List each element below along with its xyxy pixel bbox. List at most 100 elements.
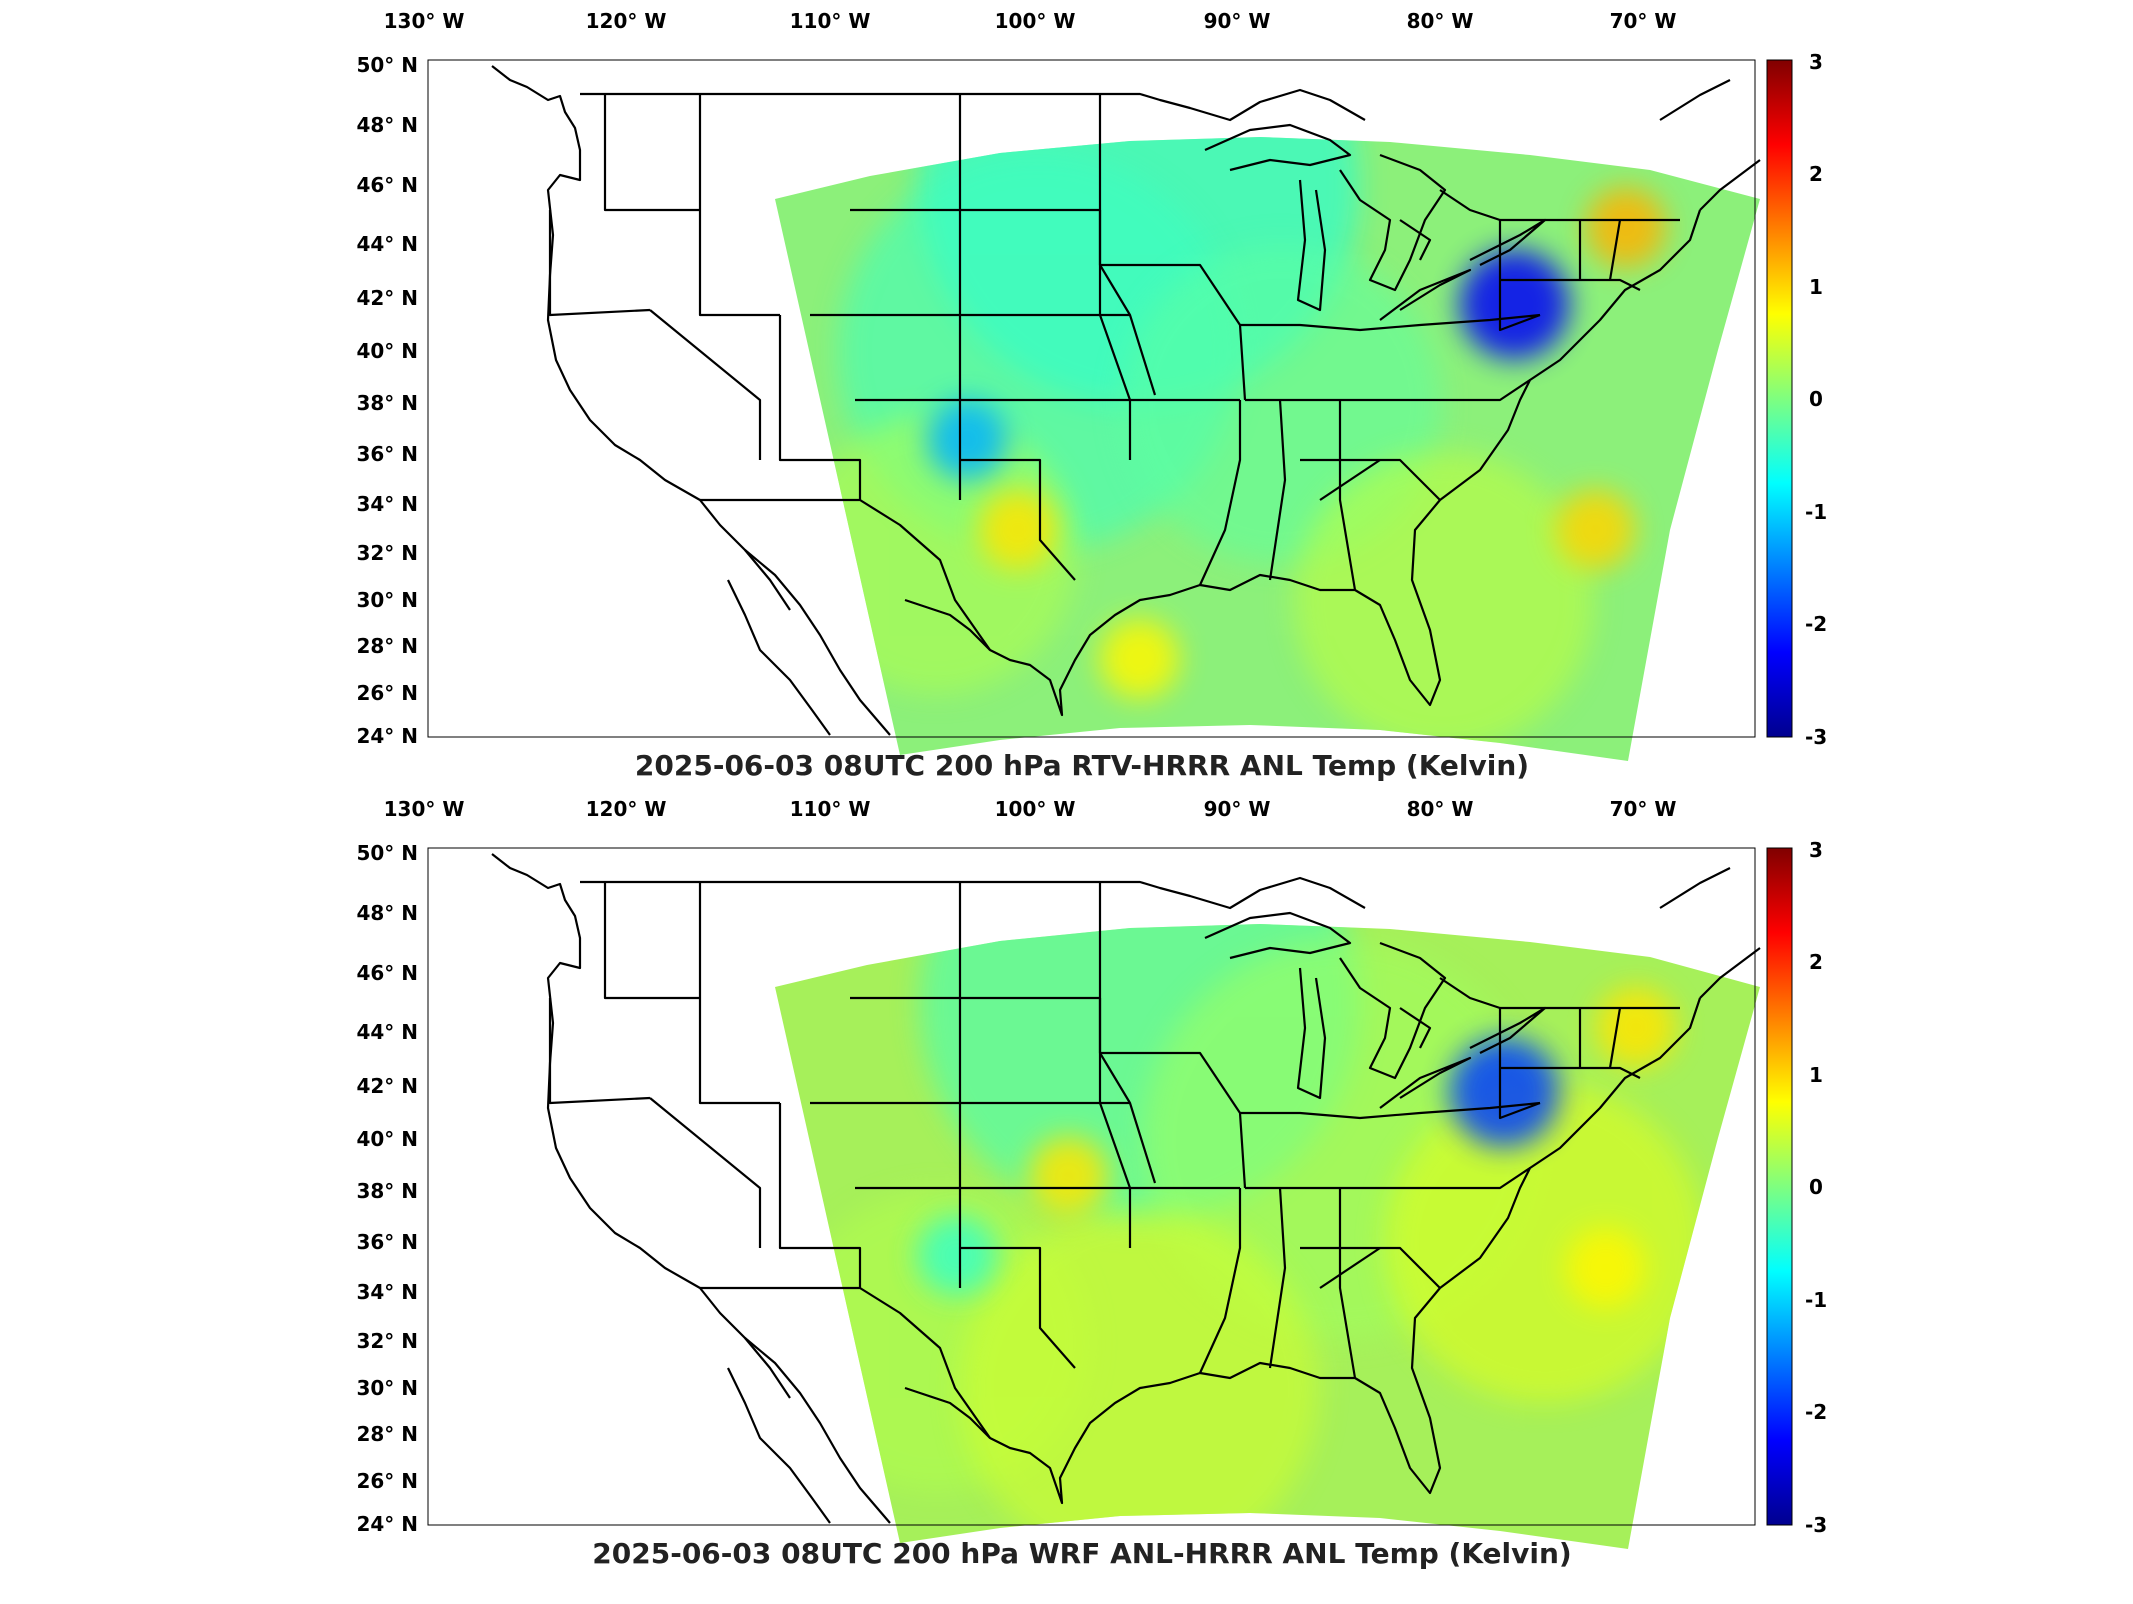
- boundary-line: [1339, 153, 1447, 292]
- boundary-line: [700, 498, 991, 651]
- boundary-line: [1608, 219, 1622, 281]
- lat-tick: 46° N: [356, 173, 418, 197]
- colorbar-tick: 0: [1809, 387, 1823, 411]
- lon-tick: 130° W: [384, 797, 465, 821]
- anomaly-blob: [977, 489, 1058, 570]
- anomaly-tint: [1293, 451, 1594, 751]
- colorbar-tick: -2: [1805, 1400, 1827, 1424]
- colorbar: 3 2 1 0 -1 -2 -3: [1766, 50, 1827, 749]
- lat-tick: 30° N: [356, 1376, 418, 1400]
- boundary-line: [1296, 179, 1327, 312]
- boundary-line: [698, 882, 780, 1105]
- boundary-line: [904, 209, 1702, 717]
- lon-tick: 110° W: [790, 797, 871, 821]
- lat-tick: 30° N: [356, 588, 418, 612]
- lat-tick: 44° N: [356, 232, 418, 256]
- boundary-line: [1439, 189, 1501, 222]
- boundary-line: [1379, 1056, 1472, 1109]
- boundary-line: [1500, 278, 1641, 291]
- panel-title-group: 2025-06-03 08UTC 200 hPa RTV-HRRR ANL Te…: [635, 749, 1529, 782]
- lat-tick: 34° N: [356, 492, 418, 516]
- lat-tick: 32° N: [356, 1329, 418, 1353]
- boundary-line: [1498, 220, 1541, 332]
- lat-tick: 50° N: [356, 53, 418, 77]
- boundary-line: [603, 882, 700, 1000]
- map-area: [427, 847, 1761, 1549]
- colorbar-gradient: [1766, 59, 1793, 738]
- anomaly-tint: [1384, 1083, 1705, 1403]
- boundary-line: [1245, 379, 1531, 402]
- lon-tick: 120° W: [586, 797, 667, 821]
- lon-tick: 110° W: [790, 9, 871, 33]
- boundary-line: [1319, 1247, 1381, 1289]
- lon-tick: 80° W: [1407, 797, 1474, 821]
- boundary-line: [1268, 399, 1287, 581]
- boundary-line: [1500, 1066, 1641, 1079]
- boundary-line: [1699, 947, 1761, 999]
- boundary-line: [1240, 313, 1541, 332]
- lat-tick: 24° N: [356, 724, 418, 748]
- boundary-line: [700, 1286, 991, 1439]
- boundary-line: [1204, 911, 1352, 960]
- lon-tick: 90° W: [1204, 9, 1271, 33]
- lon-tick: 100° W: [995, 797, 1076, 821]
- boundary-line: [1608, 1007, 1622, 1069]
- boundary-line: [1245, 1167, 1531, 1190]
- boundary-line: [1296, 967, 1327, 1100]
- lat-tick-labels: 50° N 48° N 46° N 44° N 42° N 40° N 38° …: [356, 53, 418, 748]
- boundary-line: [727, 579, 831, 736]
- lat-tick: 34° N: [356, 1280, 418, 1304]
- colorbar-tick: 1: [1809, 1063, 1823, 1087]
- anomaly-blob: [1028, 1136, 1109, 1217]
- boundary-line: [1659, 867, 1731, 909]
- boundary-line: [1339, 941, 1447, 1080]
- boundary-line: [1399, 219, 1432, 261]
- boundary-line: [649, 1097, 762, 1248]
- boundary-line: [778, 1103, 862, 1288]
- lat-tick: 50° N: [356, 841, 418, 865]
- boundary-line: [778, 315, 862, 500]
- colorbar: 3 2 1 0 -1 -2 -3: [1766, 838, 1827, 1537]
- lat-tick: 24° N: [356, 1512, 418, 1536]
- colorbar-ticks: 3 2 1 0 -1 -2 -3: [1805, 50, 1827, 749]
- panel-title-group: 2025-06-03 08UTC 200 hPa WRF ANL-HRRR AN…: [592, 1537, 1571, 1570]
- boundary-line: [1268, 1187, 1287, 1369]
- boundary-line: [1338, 1188, 1357, 1379]
- lat-tick: 36° N: [356, 1230, 418, 1254]
- colorbar-tick: -3: [1805, 725, 1827, 749]
- colorbar-tick: -3: [1805, 1513, 1827, 1537]
- panel-title: 2025-06-03 08UTC 200 hPa WRF ANL-HRRR AN…: [592, 1537, 1571, 1570]
- boundary-line: [1098, 94, 1132, 460]
- boundary-line: [1098, 998, 1157, 1184]
- panel-rtv: 2025-06-03 08UTC 200 hPa RTV-HRRR ANL Te…: [356, 9, 1827, 782]
- boundary-line: [1319, 459, 1381, 501]
- colorbar-tick: 2: [1809, 162, 1823, 186]
- boundary-lines: [491, 65, 1761, 736]
- lon-tick: 100° W: [995, 9, 1076, 33]
- anomaly-blob: [1555, 489, 1636, 570]
- anomaly-blob: [1565, 1228, 1646, 1308]
- boundary-line: [1204, 123, 1352, 172]
- boundary-line: [1198, 1188, 1242, 1374]
- lat-tick: 28° N: [356, 634, 418, 658]
- lat-tick: 44° N: [356, 1020, 418, 1044]
- lon-tick-labels: 130° W 120° W 110° W 100° W 90° W 80° W …: [384, 9, 1677, 33]
- anomaly-blob: [1585, 187, 1666, 268]
- boundary-line: [1439, 977, 1501, 1010]
- lat-tick: 48° N: [356, 901, 418, 925]
- anomaly-blob: [1449, 1037, 1560, 1148]
- lat-tick: 28° N: [356, 1422, 418, 1446]
- lat-tick: 26° N: [356, 1469, 418, 1493]
- lat-tick: 32° N: [356, 541, 418, 565]
- boundary-lines: [491, 853, 1761, 1524]
- boundary-line: [580, 876, 1366, 910]
- boundary-line: [1300, 458, 1441, 501]
- panel-wrf: 2025-06-03 08UTC 200 hPa WRF ANL-HRRR AN…: [356, 797, 1827, 1570]
- map-area: [427, 59, 1761, 761]
- boundary-line: [744, 1337, 891, 1524]
- boundary-line: [1659, 79, 1731, 121]
- lat-tick: 48° N: [356, 113, 418, 137]
- lat-tick: 26° N: [356, 681, 418, 705]
